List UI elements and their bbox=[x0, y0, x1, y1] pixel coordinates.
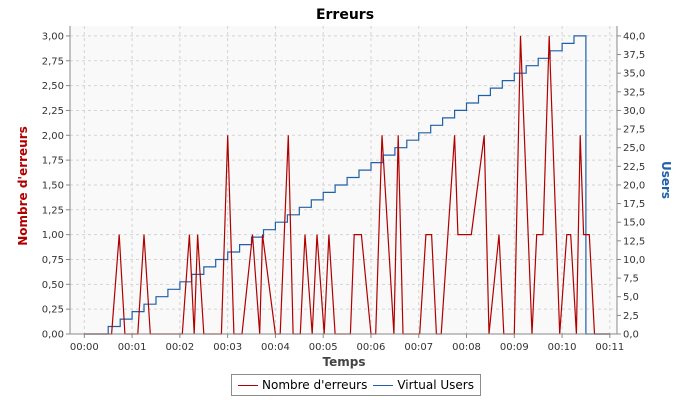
x-tick-label: 00:00 bbox=[70, 342, 99, 353]
y2-tick-label: 20,0 bbox=[623, 180, 645, 191]
y-axis-left: 0,00 0,25 0,50 0,75 1,00 1,25 1,50 1,75 2,00 2,25… bbox=[42, 31, 70, 341]
y-tick-label: 1,75 bbox=[42, 156, 64, 167]
x-tick-label: 00:07 bbox=[404, 342, 433, 353]
legend-label-errors: Nombre d'erreurs bbox=[262, 378, 368, 392]
y2-tick-label: 25,0 bbox=[623, 143, 645, 154]
x-tick-label: 00:05 bbox=[309, 342, 338, 353]
x-tick-label: 00:10 bbox=[548, 342, 577, 353]
y-tick-label: 2,00 bbox=[42, 131, 64, 142]
y2-tick-label: 32,5 bbox=[623, 87, 645, 98]
y-tick-label: 1,50 bbox=[42, 180, 64, 191]
y2-tick-label: 2,5 bbox=[623, 311, 639, 322]
y-tick-label: 2,75 bbox=[42, 56, 64, 67]
y2-tick-label: 22,5 bbox=[623, 162, 645, 173]
x-axis-title: Temps bbox=[323, 355, 366, 369]
x-axis: 00:00 00:01 00:02 00:03 00:04 00:05 00:06 00:07… bbox=[70, 334, 624, 353]
legend-item-users: Virtual Users bbox=[373, 378, 474, 392]
legend: Nombre d'erreurs Virtual Users bbox=[231, 374, 481, 396]
y2-tick-label: 0,0 bbox=[623, 330, 639, 341]
y-tick-label: 2,50 bbox=[42, 81, 64, 92]
y-tick-label: 0,00 bbox=[42, 330, 64, 341]
x-tick-label: 00:03 bbox=[213, 342, 242, 353]
y-tick-label: 1,00 bbox=[42, 230, 64, 241]
x-tick-label: 00:02 bbox=[165, 342, 194, 353]
x-tick-label: 00:04 bbox=[261, 342, 290, 353]
y-axis-right: 0,0 2,5 5,0 7,5 10,0 12,5 15,0 17,5 20,0 22,5 25,0… bbox=[617, 31, 645, 341]
legend-label-users: Virtual Users bbox=[397, 378, 474, 392]
x-tick-label: 00:06 bbox=[357, 342, 386, 353]
y2-tick-label: 12,5 bbox=[623, 236, 645, 247]
x-tick-label: 00:08 bbox=[452, 342, 481, 353]
y2-tick-label: 27,5 bbox=[623, 125, 645, 136]
chart-title: Erreurs bbox=[316, 7, 374, 23]
y-tick-label: 0,25 bbox=[42, 305, 64, 316]
y2-tick-label: 10,0 bbox=[623, 255, 645, 266]
legend-item-errors: Nombre d'erreurs bbox=[238, 378, 367, 392]
x-tick-label: 00:09 bbox=[500, 342, 529, 353]
x-tick-label: 00:01 bbox=[118, 342, 147, 353]
y2-tick-label: 5,0 bbox=[623, 292, 639, 303]
y2-tick-label: 17,5 bbox=[623, 199, 645, 210]
y-tick-label: 2,25 bbox=[42, 106, 64, 117]
y2-tick-label: 40,0 bbox=[623, 31, 645, 42]
x-tick-label: 00:11 bbox=[595, 342, 624, 353]
y2-tick-label: 35,0 bbox=[623, 69, 645, 80]
y-axis-right-title: Users bbox=[659, 161, 673, 199]
y-axis-left-title: Nombre d'erreurs bbox=[16, 126, 30, 246]
legend-swatch-users bbox=[373, 384, 394, 386]
grid bbox=[70, 26, 617, 335]
y-tick-label: 1,25 bbox=[42, 205, 64, 216]
series-line-virtual-users bbox=[84, 35, 610, 335]
y2-tick-label: 15,0 bbox=[623, 218, 645, 229]
legend-swatch-errors bbox=[238, 384, 258, 386]
y-tick-label: 0,50 bbox=[42, 280, 64, 291]
y2-tick-label: 30,0 bbox=[623, 106, 645, 117]
plot-area bbox=[70, 26, 617, 334]
y2-tick-label: 37,5 bbox=[623, 50, 645, 61]
y2-tick-label: 7,5 bbox=[623, 274, 639, 285]
y-tick-label: 3,00 bbox=[42, 31, 64, 42]
y-tick-label: 0,75 bbox=[42, 255, 64, 266]
